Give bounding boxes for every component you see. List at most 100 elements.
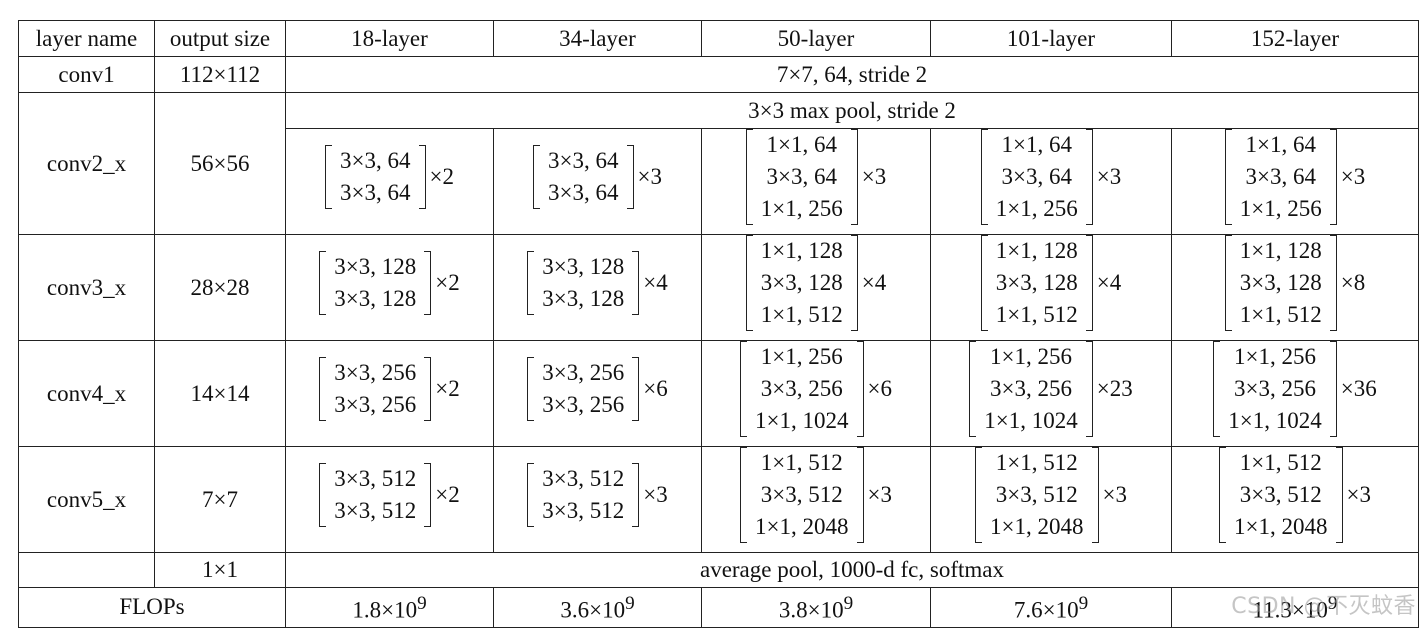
right-bracket (632, 251, 640, 315)
conv-spec: 3×3, 64 (340, 148, 411, 173)
conv-spec: 1×1, 128 (1239, 238, 1322, 263)
conv-spec: 3×3, 128 (1239, 270, 1322, 295)
conv-spec: 3×3, 128 (334, 254, 417, 279)
right-bracket (1335, 447, 1343, 543)
left-bracket (740, 447, 748, 543)
block-row: conv5_x 7×7 3×3, 512 3×3, 512 ×2 3×3, 512 3×3,… (18, 446, 1419, 553)
right-bracket (850, 235, 858, 331)
repeat-count: ×2 (435, 376, 460, 401)
bracket-matrix: 1×1, 128 3×3, 128 1×1, 512 ×4 (980, 235, 1121, 331)
output-size-cell: 56×56 (154, 92, 286, 235)
flops-cell: 7.6×109 (930, 587, 1172, 628)
conv-spec: 1×1, 512 (1239, 450, 1322, 475)
bracket-lines: 1×1, 64 3×3, 64 1×1, 256 (753, 129, 851, 225)
bracket-lines: 3×3, 64 3×3, 64 (540, 145, 626, 209)
bracket-matrix: 3×3, 64 3×3, 64 ×3 (533, 145, 662, 209)
bracket-lines: 1×1, 128 3×3, 128 1×1, 512 (988, 235, 1086, 331)
right-bracket (632, 463, 640, 527)
bracket-matrix: 1×1, 512 3×3, 512 1×1, 2048 ×3 (740, 447, 892, 543)
bracket-lines: 1×1, 512 3×3, 512 1×1, 2048 (1226, 447, 1335, 543)
conv1-row: conv1 112×112 7×7, 64, stride 2 (18, 56, 1419, 93)
conv-spec: 3×3, 128 (334, 286, 417, 311)
conv-spec: 3×3, 128 (542, 286, 625, 311)
left-bracket (1224, 129, 1232, 225)
header-cell: 34-layer (493, 20, 702, 57)
output-size-cell: 7×7 (154, 446, 286, 553)
bracket-matrix: 1×1, 128 3×3, 128 1×1, 512 ×8 (1224, 235, 1365, 331)
conv-spec: 1×1, 256 (990, 344, 1072, 369)
repeat-count: ×3 (1340, 164, 1366, 189)
left-bracket (745, 235, 753, 331)
output-size-cell: 1×1 (154, 552, 286, 588)
bracket-matrix: 1×1, 128 3×3, 128 1×1, 512 ×4 (745, 235, 886, 331)
bracket-lines: 1×1, 256 3×3, 256 1×1, 1024 (1220, 341, 1329, 437)
right-bracket (424, 357, 432, 421)
block-cell: 3×3, 256 3×3, 256 ×2 (285, 340, 494, 447)
conv-spec: 3×3, 256 (334, 392, 417, 417)
conv-spec: 3×3, 128 (995, 270, 1078, 295)
repeat-count: ×3 (861, 164, 887, 189)
bracket-matrix: 3×3, 64 3×3, 64 ×2 (325, 145, 454, 209)
conv-spec: 1×1, 256 (1234, 344, 1316, 369)
bracket-matrix: 1×1, 256 3×3, 256 1×1, 1024 ×6 (740, 341, 892, 437)
left-bracket (1224, 235, 1232, 331)
block-cell: 1×1, 512 3×3, 512 1×1, 2048 ×3 (930, 446, 1172, 553)
right-bracket (418, 145, 426, 209)
block-cell: 1×1, 512 3×3, 512 1×1, 2048 ×3 (701, 446, 931, 553)
layer-name-cell: conv5_x (18, 446, 155, 553)
conv-spec: 3×3, 64 (1001, 164, 1072, 189)
block-row: conv3_x 28×28 3×3, 128 3×3, 128 ×2 3×3, 128 3×… (18, 234, 1419, 341)
conv-spec: 3×3, 128 (760, 270, 843, 295)
flops-cell: 3.8×109 (701, 587, 931, 628)
repeat-count: ×3 (1102, 482, 1127, 507)
left-bracket (319, 251, 327, 315)
repeat-count: ×3 (1346, 482, 1371, 507)
bracket-lines: 1×1, 128 3×3, 128 1×1, 512 (753, 235, 851, 331)
watermark: CSDN @不灭蚊香 (1231, 594, 1416, 619)
conv-spec: 3×3, 64 (1245, 164, 1316, 189)
bracket-matrix: 3×3, 512 3×3, 512 ×3 (527, 463, 668, 527)
conv-spec: 1×1, 2048 (755, 514, 849, 539)
repeat-count: ×4 (643, 270, 668, 295)
right-bracket (1085, 235, 1093, 331)
right-bracket (1329, 341, 1337, 437)
bracket-matrix: 1×1, 64 3×3, 64 1×1, 256 ×3 (1224, 129, 1366, 225)
right-bracket (1085, 129, 1093, 225)
bracket-matrix: 1×1, 64 3×3, 64 1×1, 256 ×3 (745, 129, 887, 225)
conv-spec: 1×1, 64 (1245, 132, 1316, 157)
conv-spec: 1×1, 256 (760, 344, 843, 369)
left-bracket (980, 129, 988, 225)
bracket-lines: 3×3, 128 3×3, 128 (534, 251, 632, 315)
repeat-count: ×2 (435, 270, 460, 295)
layer-name-cell: conv1 (18, 56, 155, 93)
bracket-lines: 3×3, 512 3×3, 512 (326, 463, 424, 527)
header-cell: layer name (18, 20, 155, 57)
flops-cell: 1.8×109 (285, 587, 494, 628)
block-cell: 3×3, 128 3×3, 128 ×4 (493, 234, 702, 341)
bracket-lines: 1×1, 512 3×3, 512 1×1, 2048 (982, 447, 1091, 543)
repeat-count: ×3 (643, 482, 668, 507)
conv-spec: 3×3, 64 (340, 180, 411, 205)
right-bracket (850, 129, 858, 225)
right-bracket (1329, 235, 1337, 331)
left-bracket (325, 145, 333, 209)
conv-spec: 3×3, 512 (334, 466, 417, 491)
conv1-desc-cell: 7×7, 64, stride 2 (285, 56, 1419, 93)
right-bracket (626, 145, 634, 209)
conv-spec: 3×3, 512 (1239, 482, 1322, 507)
flops-cell: 3.6×109 (493, 587, 702, 628)
block-cell: 1×1, 256 3×3, 256 1×1, 1024 ×23 (930, 340, 1172, 447)
repeat-count: ×6 (643, 376, 668, 401)
block-cell: 3×3, 64 3×3, 64 ×3 (493, 128, 702, 235)
right-bracket (632, 357, 640, 421)
block-cell: 3×3, 64 3×3, 64 ×2 (285, 128, 494, 235)
conv-spec: 1×1, 512 (995, 302, 1078, 327)
conv-spec: 3×3, 256 (990, 376, 1072, 401)
output-size-cell: 112×112 (154, 56, 286, 93)
bracket-matrix: 1×1, 64 3×3, 64 1×1, 256 ×3 (980, 129, 1121, 225)
block-cell: 1×1, 64 3×3, 64 1×1, 256 ×3 (701, 128, 931, 235)
bracket-lines: 3×3, 512 3×3, 512 (534, 463, 632, 527)
header-cell: 101-layer (930, 20, 1172, 57)
block-cell: 3×3, 512 3×3, 512 ×3 (493, 446, 702, 553)
conv-spec: 3×3, 512 (334, 498, 417, 523)
